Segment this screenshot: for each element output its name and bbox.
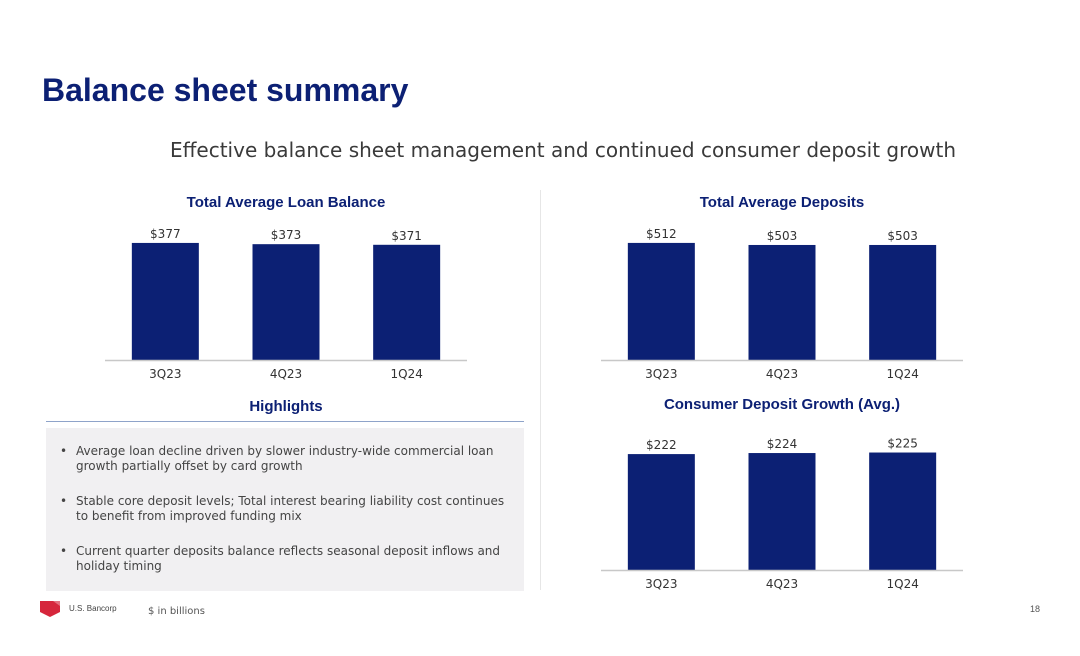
- chart-title-deposits: Total Average Deposits: [699, 194, 865, 211]
- deposits-chart: Total Average Deposits $512 3Q23 $503 4Q23 $…: [596, 190, 968, 390]
- vertical-divider: [540, 190, 541, 590]
- highlight-item: • Stable core deposit levels; Total inte…: [60, 494, 508, 524]
- slide-title: Balance sheet summary: [42, 72, 409, 108]
- highlight-item: • Current quarter deposits balance refle…: [60, 544, 508, 574]
- bar-1q24: [869, 452, 937, 570]
- slide-subtitle: Effective balance sheet management and c…: [170, 138, 957, 162]
- bar-4q23: [748, 244, 816, 360]
- highlights-title: Highlights: [249, 398, 323, 415]
- bullet-icon: •: [60, 444, 68, 458]
- x-tick-label: 4Q23: [766, 367, 798, 381]
- data-label: $224: [767, 437, 798, 451]
- data-label: $222: [646, 438, 677, 452]
- x-tick-label: 1Q24: [390, 367, 422, 381]
- consumer-deposit-plot: $222 3Q23 $224 4Q23 $225 1Q24: [601, 437, 963, 591]
- data-label: $373: [271, 228, 302, 242]
- bar-4q23: [252, 244, 320, 360]
- bar-4q23: [748, 453, 816, 570]
- highlight-text: Stable core deposit levels; Total intere…: [76, 494, 505, 523]
- consumer-deposit-chart: Consumer Deposit Growth (Avg.) $222 3Q23 $…: [596, 394, 968, 596]
- bar-3q23: [131, 242, 199, 360]
- bullet-icon: •: [60, 544, 68, 558]
- data-label: $512: [646, 227, 677, 241]
- footer-brand: U.S. Bancorp: [69, 604, 117, 613]
- page-number: 18: [1029, 604, 1040, 614]
- shield-logo-icon: [40, 601, 60, 617]
- x-tick-label: 3Q23: [645, 367, 677, 381]
- footer-units-note: $ in billions: [148, 606, 205, 617]
- highlight-text: Average loan decline driven by slower in…: [76, 444, 494, 473]
- loan-balance-chart: Total Average Loan Balance $377 3Q23 $373 4…: [100, 190, 472, 390]
- x-tick-label: 4Q23: [270, 367, 302, 381]
- highlights-panel: • Average loan decline driven by slower …: [46, 428, 524, 591]
- data-label: $225: [887, 437, 918, 451]
- x-tick-label: 4Q23: [766, 577, 798, 591]
- data-label: $503: [887, 229, 918, 243]
- x-tick-label: 1Q24: [886, 577, 918, 591]
- bar-3q23: [627, 454, 695, 570]
- bar-1q24: [869, 244, 937, 360]
- bar-3q23: [627, 242, 695, 360]
- x-tick-label: 3Q23: [149, 367, 181, 381]
- deposits-plot: $512 3Q23 $503 4Q23 $503 1Q24: [601, 227, 963, 381]
- x-tick-label: 3Q23: [645, 577, 677, 591]
- bullet-icon: •: [60, 494, 68, 508]
- data-label: $371: [391, 229, 422, 243]
- highlights-divider: [46, 421, 524, 422]
- chart-title-consumer: Consumer Deposit Growth (Avg.): [663, 396, 901, 413]
- highlight-text: Current quarter deposits balance reflect…: [76, 544, 501, 573]
- chart-title-loans: Total Average Loan Balance: [186, 194, 386, 211]
- bar-1q24: [373, 244, 441, 360]
- loan-balance-plot: $377 3Q23 $373 4Q23 $371 1Q24: [105, 227, 467, 381]
- data-label: $503: [767, 229, 798, 243]
- data-label: $377: [150, 227, 181, 241]
- x-tick-label: 1Q24: [886, 367, 918, 381]
- highlight-item: • Average loan decline driven by slower …: [60, 444, 508, 474]
